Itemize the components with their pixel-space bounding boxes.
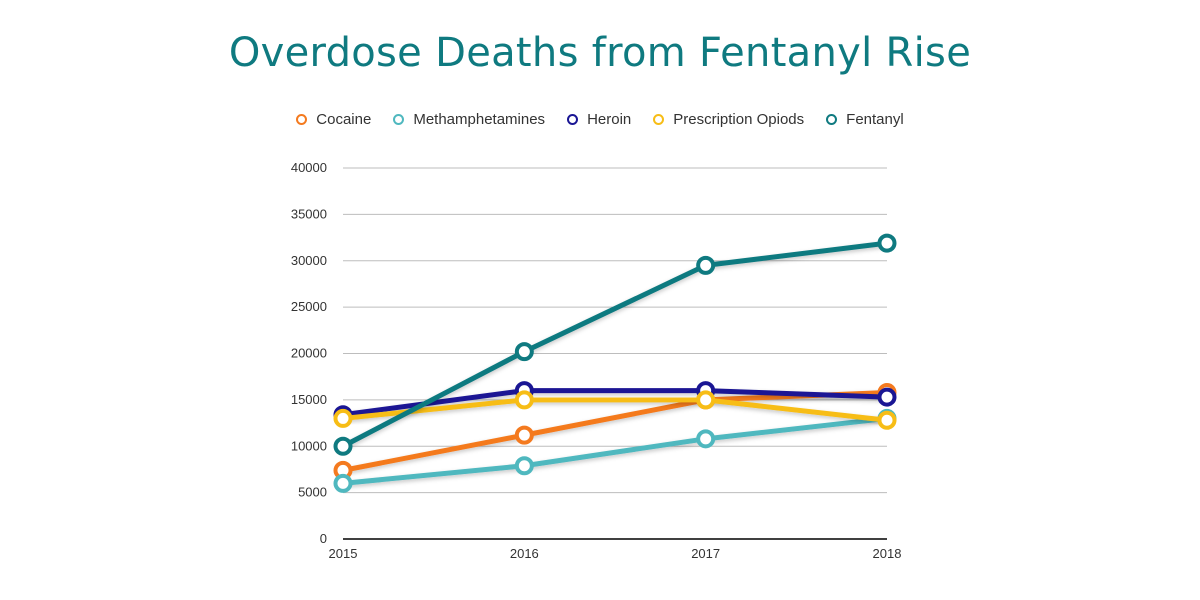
series-line [340, 415, 890, 486]
series-methamphetamines [333, 408, 897, 493]
y-tick-label: 15000 [291, 392, 327, 407]
data-point [333, 473, 353, 493]
legend-label: Cocaine [316, 111, 372, 128]
data-point [877, 387, 897, 407]
y-tick-label: 0 [320, 531, 327, 546]
legend-item: Prescription Opiods [653, 111, 804, 128]
legend-item: Fentanyl [826, 111, 904, 128]
data-point [333, 436, 353, 456]
series-line [340, 397, 890, 423]
data-point [514, 342, 534, 362]
data-point [877, 410, 897, 430]
legend-marker-icon [567, 114, 579, 125]
legend-marker-icon [826, 114, 838, 125]
y-tick-label: 30000 [291, 253, 327, 268]
x-tick-label: 2017 [691, 546, 720, 561]
legend-item: Heroin [567, 111, 631, 128]
y-tick-label: 25000 [291, 299, 327, 314]
series-prescription-opiods [333, 390, 897, 430]
legend-label: Prescription Opiods [673, 111, 805, 128]
data-point [696, 390, 716, 410]
legend-marker-icon [393, 114, 405, 125]
y-tick-label: 40000 [291, 160, 327, 175]
legend: Cocaine Methamphetamines Heroin Prescriptio… [0, 111, 1200, 128]
data-point [696, 429, 716, 449]
data-point [877, 233, 897, 253]
series-line [340, 240, 890, 449]
legend-label: Fentanyl [846, 111, 904, 128]
legend-label: Heroin [587, 111, 632, 128]
data-point [514, 425, 534, 445]
legend-item: Cocaine [296, 111, 371, 128]
series-line [340, 388, 890, 418]
chart-title: Overdose Deaths from Fentanyl Rise [228, 30, 972, 76]
legend-label: Methamphetamines [413, 111, 546, 128]
x-tick-label: 2018 [873, 546, 902, 561]
x-tick-label: 2015 [329, 546, 358, 561]
data-point [514, 456, 534, 476]
y-tick-label: 10000 [291, 438, 327, 453]
legend-marker-icon [653, 114, 665, 125]
legend-marker-icon [296, 114, 308, 125]
y-tick-label: 20000 [291, 346, 327, 361]
data-point [514, 390, 534, 410]
y-tick-label: 35000 [291, 206, 327, 221]
x-tick-label: 2016 [510, 546, 539, 561]
legend-item: Methamphetamines [393, 111, 545, 128]
gridlines [343, 167, 887, 540]
data-point [333, 408, 353, 428]
y-tick-label: 5000 [298, 485, 327, 500]
data-point [696, 255, 716, 275]
series-fentanyl [333, 233, 897, 456]
